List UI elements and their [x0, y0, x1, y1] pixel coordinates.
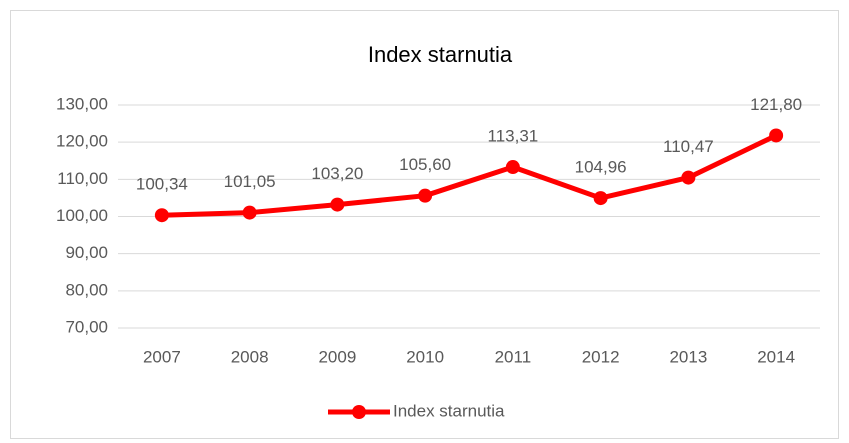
- y-tick-label: 100,00: [56, 206, 108, 225]
- data-label: 113,31: [488, 127, 539, 146]
- point-marker: [242, 205, 257, 220]
- x-tick-label: 2014: [757, 347, 795, 366]
- x-tick-label: 2013: [669, 347, 707, 366]
- chart-border: [10, 10, 839, 439]
- point-marker: [769, 128, 784, 143]
- y-tick-label: 130,00: [56, 94, 108, 113]
- data-label: 103,20: [311, 164, 363, 183]
- data-label: 101,05: [224, 172, 276, 191]
- data-label: 121,80: [750, 95, 802, 114]
- x-tick-label: 2007: [143, 347, 181, 366]
- point-marker: [418, 188, 433, 203]
- data-label: 110,47: [663, 137, 714, 156]
- x-tick-label: 2012: [582, 347, 620, 366]
- y-tick-label: 110,00: [57, 169, 108, 188]
- y-tick-label: 70,00: [65, 317, 108, 336]
- point-marker: [593, 191, 608, 206]
- point-marker: [154, 208, 169, 223]
- y-tick-label: 120,00: [56, 132, 108, 151]
- x-tick-label: 2008: [231, 347, 269, 366]
- data-label: 104,96: [575, 158, 627, 177]
- y-tick-label: 80,00: [65, 280, 108, 299]
- point-marker: [330, 197, 345, 212]
- chart-title: Index starnutia: [368, 42, 513, 67]
- series-line: [161, 133, 778, 218]
- point-marker: [505, 160, 520, 175]
- point-marker: [681, 170, 696, 185]
- legend-marker: [352, 405, 366, 419]
- legend-label: Index starnutia: [393, 401, 505, 420]
- data-label: 105,60: [399, 155, 451, 174]
- x-tick-label: 2010: [406, 347, 444, 366]
- x-tick-label: 2009: [318, 347, 356, 366]
- y-tick-label: 90,00: [65, 243, 108, 262]
- x-tick-label: 2011: [495, 347, 532, 366]
- data-label: 100,34: [136, 175, 188, 194]
